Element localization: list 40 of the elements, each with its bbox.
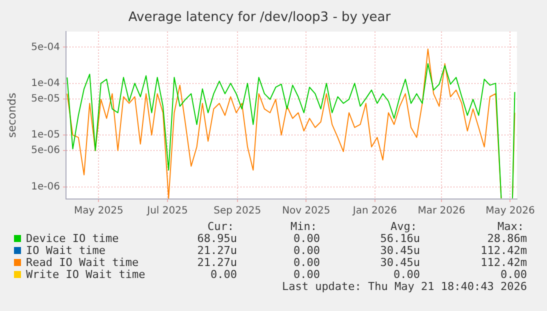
text: 112.42m <box>480 244 527 257</box>
y-tick-label: 1e-05 <box>31 130 60 141</box>
x-tick-label: Mar 2026 <box>418 206 466 217</box>
text: Avg: <box>390 220 417 233</box>
text: 68.95u <box>197 232 237 245</box>
text: Cur: <box>208 220 234 233</box>
legend-label: Device IO time <box>26 232 119 245</box>
text: 0.00 <box>294 256 320 269</box>
chart-title: Average latency for /dev/loop3 - by year <box>128 10 392 26</box>
text: 112.42m <box>480 256 527 269</box>
x-tick-label: Jul 2025 <box>146 206 188 217</box>
x-tick-label: Nov 2025 <box>282 206 330 217</box>
text: 0.00 <box>294 244 320 257</box>
y-tick-label: 5e-05 <box>31 93 60 104</box>
x-tick-label: May 2026 <box>486 206 535 217</box>
text: 0.00 <box>210 268 237 281</box>
x-tick-label: Sep 2025 <box>214 206 262 217</box>
y-tick-label: 5e-06 <box>31 145 60 156</box>
legend-label: IO Wait time <box>26 244 106 257</box>
text: Max: <box>498 220 524 233</box>
x-tick-label: May 2025 <box>74 206 124 217</box>
y-tick-label: 1e-04 <box>31 78 60 89</box>
x-tick-label: Jan 2026 <box>352 206 397 217</box>
text: Min: <box>290 220 317 233</box>
y-axis-title: seconds <box>5 92 18 138</box>
text: Last update: Thu May 21 18:40:43 2026 <box>282 280 527 293</box>
text: 0.00 <box>294 232 320 245</box>
text: 0.00 <box>294 268 320 281</box>
y-tick-label: 5e-04 <box>31 42 60 53</box>
text: 56.16u <box>380 232 420 245</box>
legend-label: Write IO Wait time <box>26 268 146 281</box>
text: 30.45u <box>380 244 420 257</box>
text: 0.00 <box>394 268 420 281</box>
text: 30.45u <box>380 256 420 269</box>
text: 21.27u <box>197 256 237 269</box>
y-tick-label: 1e-06 <box>31 181 60 192</box>
text: 28.86m <box>487 232 527 245</box>
text: 21.27u <box>197 244 237 257</box>
legend-label: Read IO Wait time <box>26 256 139 269</box>
text: 0.00 <box>500 268 527 281</box>
